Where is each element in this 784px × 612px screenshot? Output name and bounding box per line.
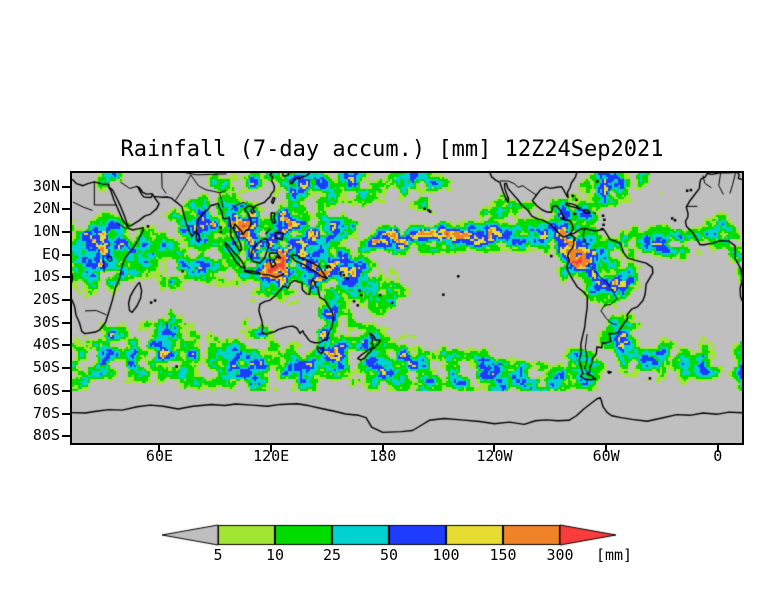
colorbar-tick-label: 5 (213, 546, 223, 564)
lat-tick-mark (62, 185, 70, 188)
lat-tick-label: 50S (32, 358, 60, 377)
lat-tick-mark (62, 253, 70, 256)
lat-tick-label: 40S (32, 335, 60, 354)
colorbar (150, 518, 650, 552)
lat-tick-mark (62, 412, 70, 415)
lat-tick-mark (62, 299, 70, 302)
lat-tick-label: 80S (32, 426, 60, 445)
lat-tick-label: 60S (32, 380, 60, 399)
lat-tick-mark (62, 208, 70, 211)
lon-tick-mark (270, 445, 273, 452)
lat-tick-label: 10S (32, 267, 60, 286)
lat-tick-label: 20N (32, 199, 60, 218)
lon-tick-mark (493, 445, 496, 452)
colorbar-tick-label: 150 (489, 546, 517, 564)
lat-tick-label: EQ (41, 244, 60, 263)
lat-tick-label: 70S (32, 403, 60, 422)
lat-tick-mark (62, 389, 70, 392)
lat-tick-label: 20S (32, 290, 60, 309)
lat-tick-mark (62, 321, 70, 324)
lon-tick-mark (158, 445, 161, 452)
lat-tick-mark (62, 276, 70, 279)
lat-tick-label: 10N (32, 221, 60, 240)
colorbar-tick-label: 300 (546, 546, 574, 564)
colorbar-tick-label: 50 (379, 546, 399, 564)
lon-tick-label: 60E (145, 447, 174, 465)
colorbar-tick-label: 25 (322, 546, 342, 564)
figure-title: Rainfall (7-day accum.) [mm] 12Z24Sep202… (120, 137, 664, 162)
lon-tick-mark (381, 445, 384, 452)
colorbar-tick-label: 100 (432, 546, 460, 564)
lat-tick-mark (62, 230, 70, 233)
lon-tick-label: 120W (476, 447, 513, 465)
lon-tick-label: 0 (713, 447, 723, 465)
colorbar-unit: [mm] (595, 546, 633, 564)
map-frame (70, 171, 744, 445)
lat-tick-label: 30N (32, 176, 60, 195)
lon-tick-label: 120E (253, 447, 290, 465)
lat-tick-label: 30S (32, 312, 60, 331)
colorbar-tick-label: 10 (265, 546, 285, 564)
lat-tick-mark (62, 367, 70, 370)
lon-tick-label: 60W (592, 447, 620, 465)
lon-tick-mark (716, 445, 719, 452)
rainfall-map-canvas (72, 173, 742, 443)
lon-tick-mark (605, 445, 608, 452)
lat-tick-mark (62, 435, 70, 438)
lat-tick-mark (62, 344, 70, 347)
lon-tick-label: 180 (369, 447, 397, 465)
